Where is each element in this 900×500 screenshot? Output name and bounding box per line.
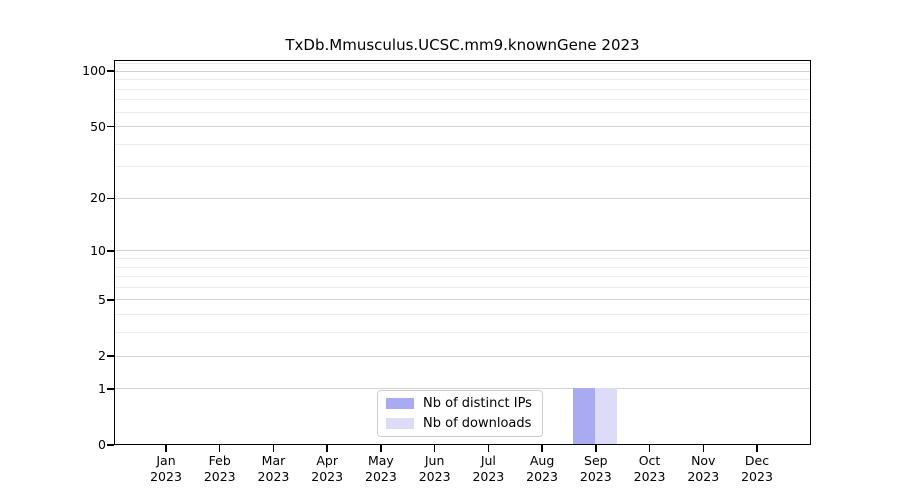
major-gridline bbox=[115, 197, 810, 199]
minor-gridline bbox=[115, 79, 810, 81]
minor-gridline bbox=[115, 88, 810, 90]
y-tick-label: 2 bbox=[98, 348, 106, 364]
y-tick-mark bbox=[107, 70, 114, 72]
x-tick-mark bbox=[433, 445, 436, 452]
y-tick-mark bbox=[107, 197, 114, 200]
x-tick-label: Nov 2023 bbox=[687, 453, 720, 484]
legend: Nb of distinct IPs Nb of downloads bbox=[377, 390, 543, 437]
minor-gridline bbox=[115, 258, 810, 259]
x-tick-label: Jun 2023 bbox=[418, 453, 451, 484]
y-tick-mark bbox=[107, 299, 114, 301]
x-tick-mark bbox=[218, 445, 221, 452]
y-tick-mark bbox=[107, 250, 114, 252]
x-tick-label: Mar 2023 bbox=[257, 453, 290, 484]
x-tick-mark bbox=[165, 445, 167, 452]
y-tick-mark bbox=[107, 388, 114, 390]
bar-distinct-ips bbox=[573, 388, 596, 445]
x-tick-mark bbox=[326, 445, 328, 452]
y-tick-label: 50 bbox=[90, 118, 106, 134]
x-tick-mark bbox=[380, 445, 382, 452]
major-gridline bbox=[115, 388, 810, 390]
legend-item-distinct-ips: Nb of distinct IPs bbox=[386, 395, 534, 412]
y-tick-label: 10 bbox=[90, 242, 106, 258]
y-tick-label: 20 bbox=[90, 190, 106, 206]
chart-title: TxDb.Mmusculus.UCSC.mm9.knownGene 2023 bbox=[285, 36, 640, 54]
x-tick-label: Sep 2023 bbox=[579, 453, 612, 484]
y-tick-label: 5 bbox=[98, 291, 106, 307]
minor-gridline bbox=[115, 266, 810, 268]
y-tick-label: 1 bbox=[98, 380, 106, 396]
legend-label-distinct-ips: Nb of distinct IPs bbox=[423, 396, 532, 411]
legend-swatch-distinct-ips bbox=[386, 398, 414, 409]
y-tick-mark bbox=[107, 125, 114, 128]
minor-gridline bbox=[115, 166, 810, 168]
x-tick-label: Aug 2023 bbox=[526, 453, 558, 484]
legend-item-downloads: Nb of downloads bbox=[386, 415, 534, 432]
minor-gridline bbox=[115, 111, 810, 113]
x-tick-label: Feb 2023 bbox=[203, 453, 236, 484]
minor-gridline bbox=[115, 332, 810, 334]
minor-gridline bbox=[115, 314, 810, 316]
x-tick-mark bbox=[487, 445, 490, 452]
major-gridline bbox=[115, 70, 810, 72]
x-tick-mark bbox=[702, 445, 705, 452]
minor-gridline bbox=[115, 63, 810, 65]
x-tick-mark bbox=[595, 445, 597, 452]
x-tick-label: Apr 2023 bbox=[311, 453, 344, 484]
bar-downloads bbox=[595, 388, 618, 445]
major-gridline bbox=[115, 250, 810, 252]
y-tick-mark bbox=[107, 444, 114, 446]
legend-swatch-downloads bbox=[386, 418, 414, 429]
major-gridline bbox=[115, 355, 810, 357]
minor-gridline bbox=[115, 286, 810, 288]
x-tick-label: Jan 2023 bbox=[150, 453, 182, 484]
x-tick-label: Jul 2023 bbox=[472, 453, 505, 484]
x-tick-mark bbox=[648, 445, 651, 452]
major-gridline bbox=[115, 299, 810, 301]
x-tick-label: Oct 2023 bbox=[633, 453, 666, 484]
y-tick-label: 0 bbox=[98, 437, 106, 452]
plot-area bbox=[114, 60, 811, 445]
x-tick-mark bbox=[272, 445, 275, 452]
y-tick-mark bbox=[107, 355, 114, 357]
major-gridline bbox=[115, 126, 810, 128]
minor-gridline bbox=[115, 99, 810, 101]
legend-label-downloads: Nb of downloads bbox=[423, 416, 532, 431]
x-tick-mark bbox=[541, 445, 543, 452]
x-tick-label: Dec 2023 bbox=[741, 453, 773, 484]
x-tick-label: May 2023 bbox=[365, 453, 397, 484]
y-tick-label: 100 bbox=[82, 63, 106, 79]
minor-gridline bbox=[115, 143, 810, 145]
minor-gridline bbox=[115, 276, 810, 278]
x-tick-mark bbox=[756, 445, 758, 452]
